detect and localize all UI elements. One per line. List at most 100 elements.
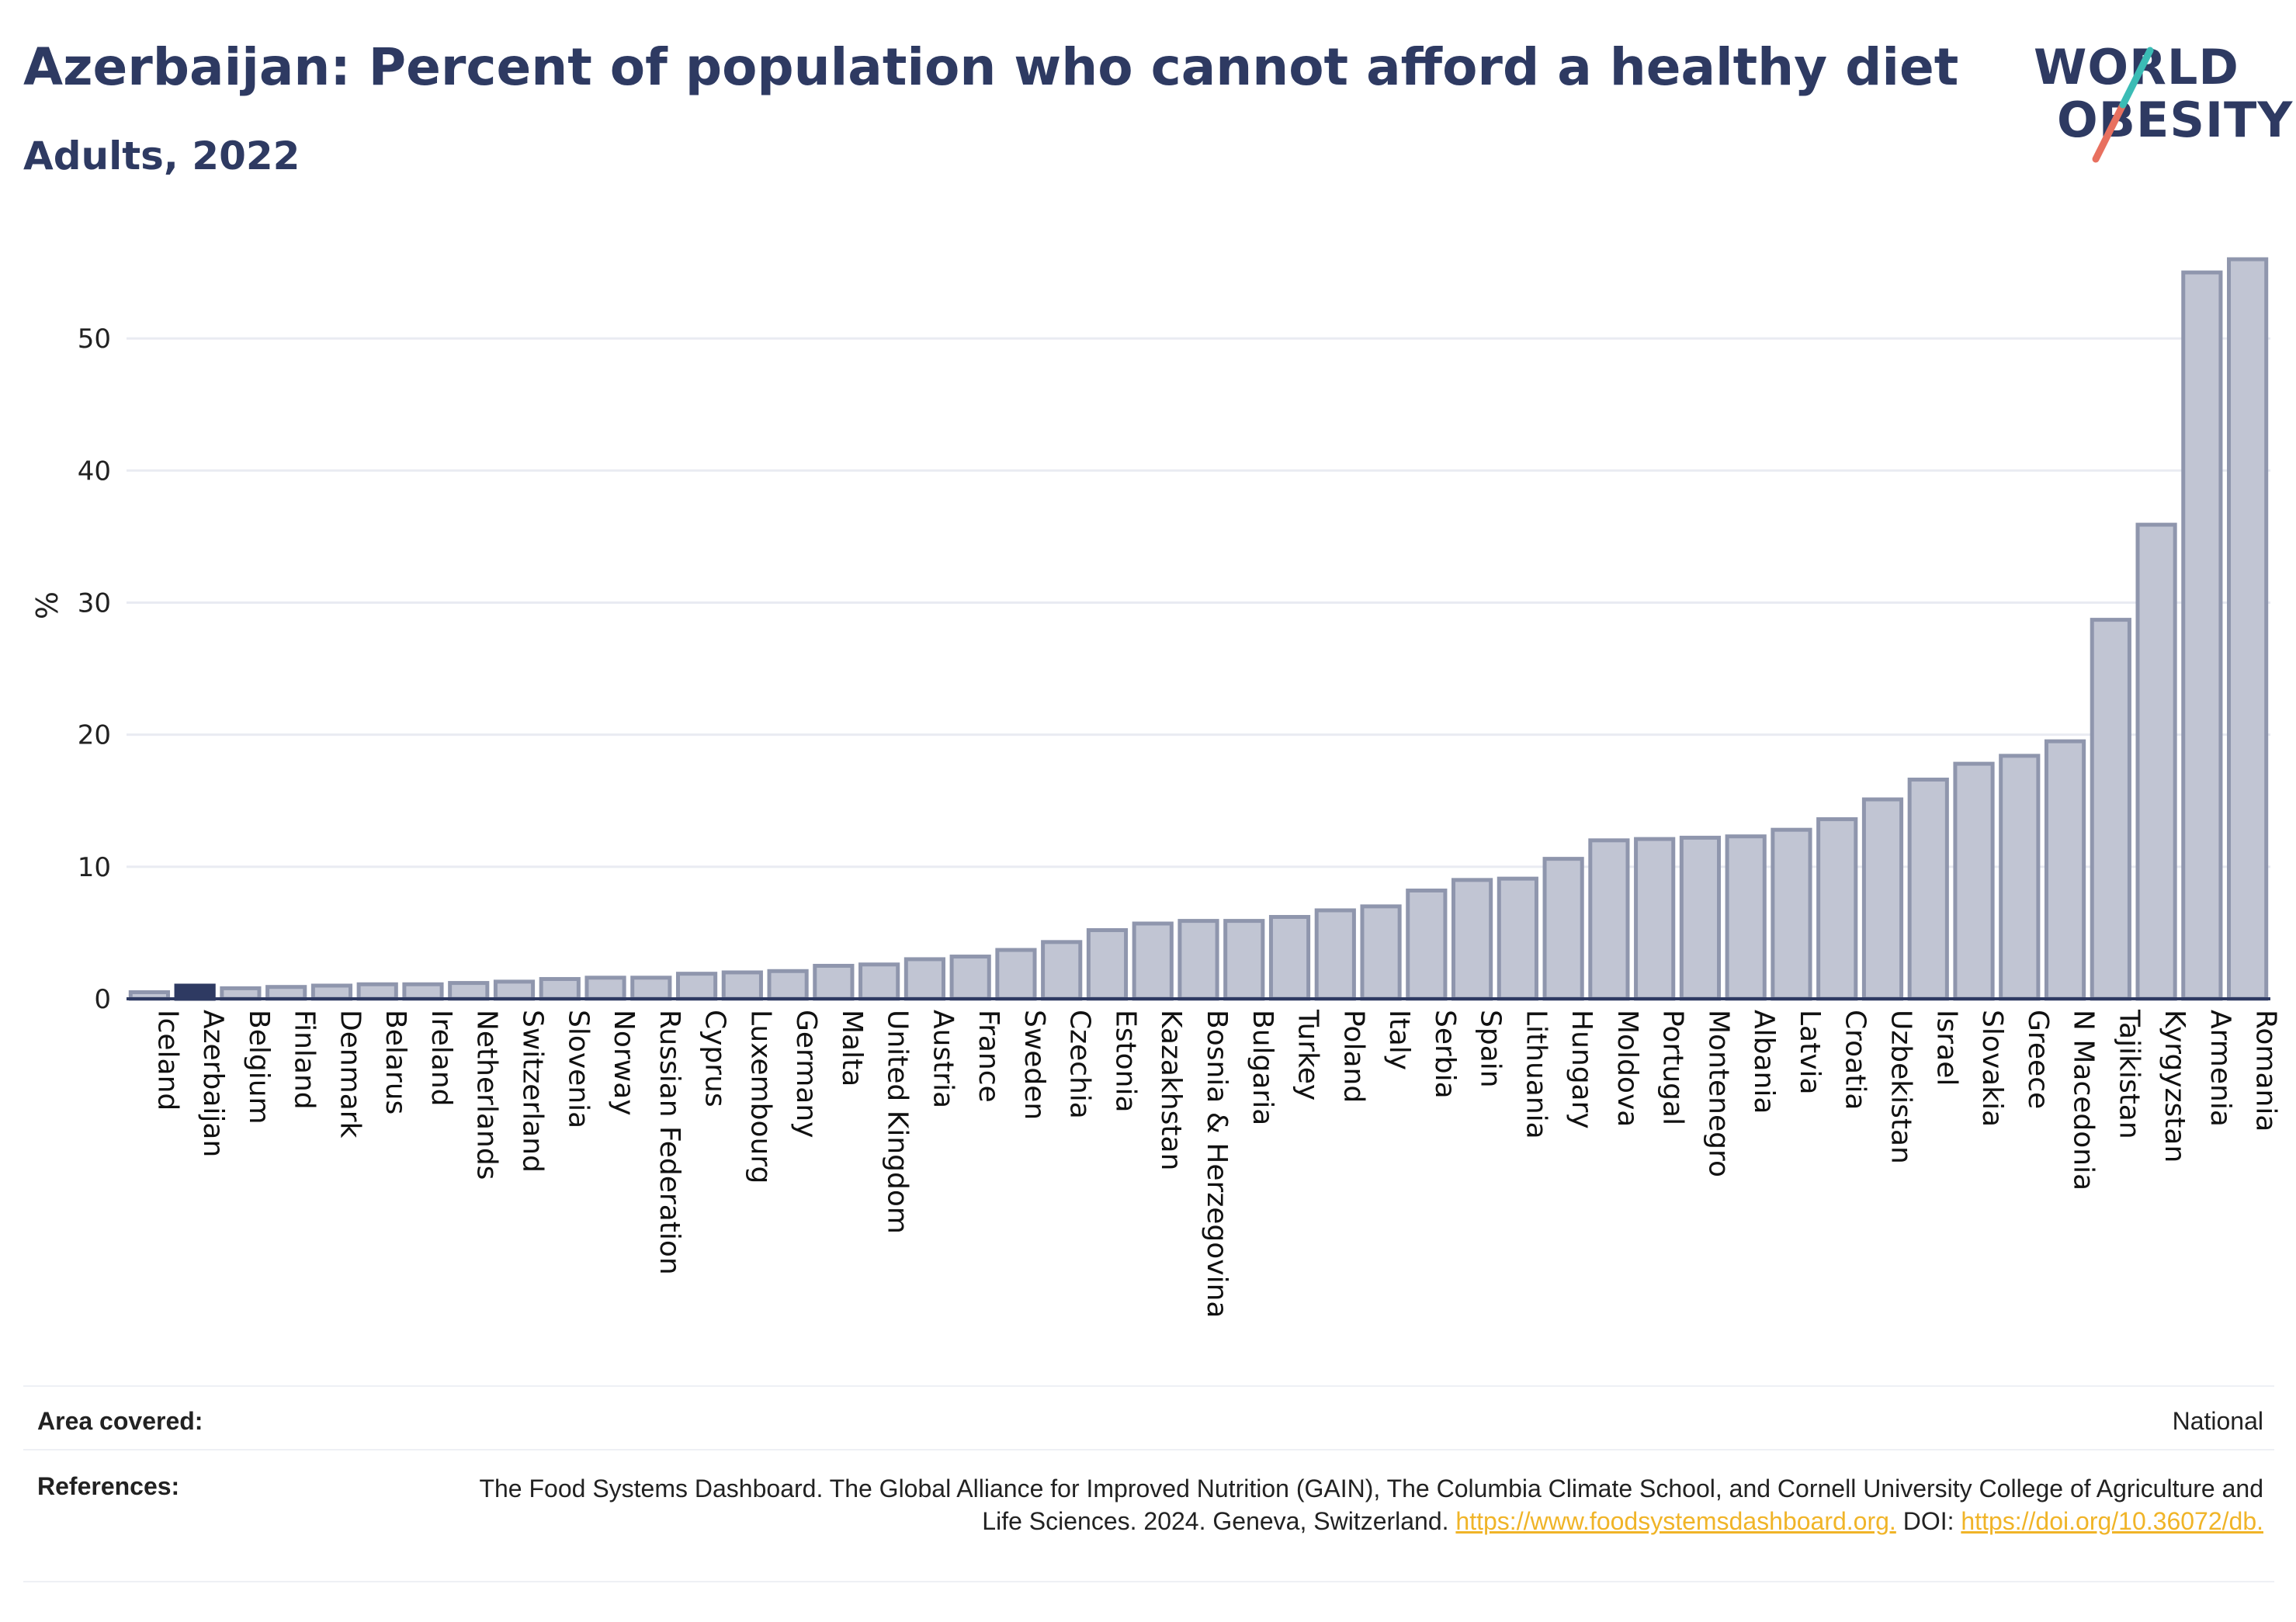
x-tick-label: Portugal	[1657, 1010, 1689, 1125]
logo-slash-icon	[2092, 47, 2154, 163]
x-tick-label: Slovakia	[1976, 1010, 2008, 1127]
world-obesity-logo: WORLD OBESITY	[2018, 31, 2292, 171]
bar	[220, 986, 262, 1001]
x-tick-label: Kyrgyzstan	[2159, 1010, 2190, 1163]
bar	[903, 957, 945, 1001]
bar	[1907, 778, 1949, 1001]
bar	[1451, 878, 1493, 1001]
bar	[675, 972, 718, 1001]
y-tick-label: 50	[78, 324, 111, 355]
bar	[356, 982, 398, 1001]
y-axis-label: %	[30, 591, 64, 619]
bar	[1679, 835, 1722, 1001]
x-tick-label: Belgium	[243, 1010, 275, 1125]
x-tick-label: Spain	[1475, 1010, 1507, 1088]
x-tick-label: Estonia	[1109, 1010, 1141, 1113]
y-tick-label: 10	[78, 852, 111, 883]
area-covered-value: National	[2172, 1407, 2263, 1435]
x-tick-label: Kazakhstan	[1155, 1010, 1187, 1170]
bar	[1725, 834, 1767, 1001]
bar-chart: 0 10 20 30 40 50% Iceland Azerbaijan Belgium Finl…	[30, 257, 2282, 1318]
x-tick-label: Norway	[608, 1010, 640, 1116]
x-tick-label: Moldova	[1611, 1010, 1643, 1127]
bar	[1360, 904, 1402, 1001]
y-tick-label: 30	[78, 587, 111, 619]
references-row: References: The Food Systems Dashboard. …	[23, 1449, 2274, 1582]
bar	[1634, 837, 1676, 1001]
x-tick-label: Denmark	[334, 1010, 366, 1139]
bar	[402, 982, 444, 1001]
x-tick-label: N Macedonia	[2068, 1010, 2100, 1191]
x-tick-label: Iceland	[151, 1010, 183, 1111]
y-tick-label: 40	[78, 456, 111, 487]
bar	[1542, 857, 1584, 1001]
bar	[1861, 797, 1904, 1001]
bar	[310, 983, 353, 1001]
x-tick-label: Belarus	[380, 1010, 411, 1114]
x-tick-label: Lithuania	[1520, 1010, 1552, 1139]
x-tick-label: Bulgaria	[1247, 1010, 1278, 1125]
bar	[493, 979, 536, 1001]
bar	[1177, 919, 1219, 1001]
x-tick-label: Czechia	[1064, 1010, 1096, 1119]
bar	[2135, 522, 2177, 1001]
x-tick-label: Greece	[2022, 1010, 2054, 1109]
references-label: References:	[37, 1472, 180, 1500]
x-tick-label: France	[973, 1010, 1004, 1103]
x-tick-label: Austria	[927, 1010, 959, 1108]
y-tick-label: 0	[94, 984, 111, 1015]
x-tick-label: Sweden	[1018, 1010, 1050, 1120]
x-tick-label: Russian Federation	[654, 1010, 685, 1275]
doi-link[interactable]: https://doi.org/10.36072/db.	[1961, 1507, 2263, 1535]
x-tick-label: Romania	[2250, 1010, 2282, 1132]
bar	[1588, 838, 1630, 1001]
bar	[448, 981, 490, 1001]
x-tick-label: Netherlands	[471, 1010, 503, 1180]
x-tick-label: Turkey	[1292, 1009, 1324, 1100]
x-tick-label: Armenia	[2204, 1010, 2236, 1127]
x-tick-label: Tajikistan	[2113, 1009, 2145, 1139]
x-tick-label: Luxembourg	[744, 1010, 776, 1184]
bar	[1497, 876, 1538, 1001]
x-tick-label: Cyprus	[699, 1010, 731, 1107]
bar	[1041, 940, 1083, 1001]
area-covered-label: Area covered:	[37, 1407, 203, 1435]
x-tick-label: Croatia	[1840, 1010, 1871, 1110]
bar	[721, 970, 763, 1001]
bar	[2181, 270, 2223, 1001]
references-citation: The Food Systems Dashboard. The Global A…	[479, 1475, 2263, 1535]
x-tick-label: Serbia	[1429, 1010, 1461, 1099]
x-tick-label: Latvia	[1794, 1010, 1826, 1095]
x-tick-label: Bosnia & Herzegovina	[1201, 1010, 1233, 1318]
x-tick-label: Ireland	[425, 1010, 457, 1107]
doi-label: DOI:	[1902, 1507, 1954, 1535]
bar	[858, 962, 900, 1001]
references-text: The Food Systems Dashboard. The Global A…	[478, 1472, 2263, 1537]
y-tick-label: 20	[78, 720, 111, 751]
bar	[2227, 257, 2269, 1001]
bar	[2090, 618, 2131, 1001]
dashboard-link[interactable]: https://www.foodsystemsdashboard.org.	[1455, 1507, 1896, 1535]
x-tick-label: Malta	[836, 1010, 868, 1087]
bar	[1086, 928, 1129, 1001]
bar	[630, 976, 672, 1001]
x-tick-label: Azerbaijan	[197, 1010, 229, 1157]
bar	[584, 976, 626, 1001]
x-tick-label: Germany	[790, 1010, 822, 1138]
logo-word-obesity: OBESITY	[2057, 92, 2294, 148]
bar	[995, 948, 1037, 1001]
bar	[2044, 739, 2086, 1001]
x-tick-label: Hungary	[1566, 1010, 1597, 1129]
x-tick-label: Finland	[289, 1010, 321, 1110]
bar	[1771, 827, 1812, 1001]
x-tick-label: United Kingdom	[882, 1010, 914, 1234]
x-tick-label: Slovenia	[562, 1010, 594, 1128]
x-tick-label: Switzerland	[517, 1010, 549, 1173]
bar	[174, 983, 216, 1001]
bar	[1999, 754, 2041, 1001]
x-tick-label: Montenegro	[1702, 1010, 1734, 1177]
bar	[1953, 761, 1995, 1001]
bar	[1268, 914, 1311, 1001]
bar	[1132, 921, 1174, 1001]
x-tick-label: Israel	[1930, 1010, 1962, 1086]
